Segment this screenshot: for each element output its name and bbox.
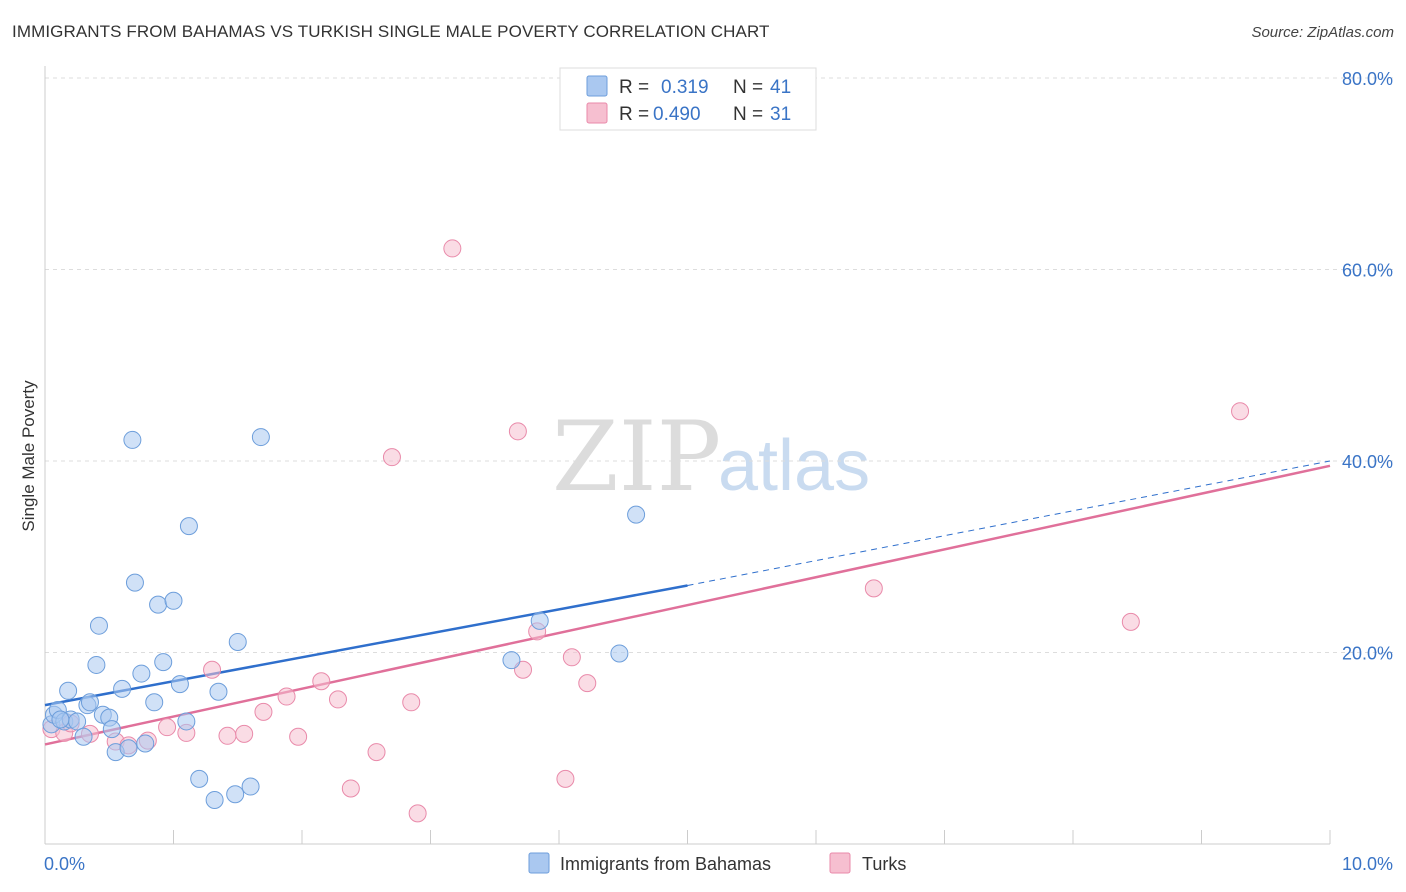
bahamas-point xyxy=(136,734,155,753)
bahamas-point xyxy=(102,720,121,739)
y-tick-label-40: 40.0% xyxy=(1342,452,1393,472)
trendline-bahamas xyxy=(44,584,688,707)
legend-n-value-2: 31 xyxy=(770,104,791,125)
turks-points xyxy=(42,239,1250,823)
trendline-turks xyxy=(44,464,1331,746)
bahamas-point xyxy=(530,611,549,630)
bahamas-point xyxy=(145,693,164,712)
bahamas-point xyxy=(226,785,245,804)
stats-legend: R = 0.319 N = 41 R = 0.490 N = 31 xyxy=(559,67,817,131)
series-legend-turks: Turks xyxy=(862,854,906,874)
turks-point xyxy=(218,726,237,745)
bahamas-point xyxy=(89,616,108,635)
x-tick-label-min: 0.0% xyxy=(44,854,85,874)
bahamas-point xyxy=(177,712,196,731)
turks-point xyxy=(158,718,177,737)
bahamas-point xyxy=(123,430,142,449)
turks-point xyxy=(312,672,331,691)
series-legend-bahamas: Immigrants from Bahamas xyxy=(560,854,771,874)
gridlines xyxy=(45,77,1393,653)
bahamas-point xyxy=(80,693,99,712)
chart-title: IMMIGRANTS FROM BAHAMAS VS TURKISH SINGL… xyxy=(12,22,770,41)
y-tick-label-60: 60.0% xyxy=(1342,261,1393,281)
bahamas-point xyxy=(190,769,209,788)
turks-point xyxy=(443,239,462,258)
turks-point xyxy=(562,648,581,667)
bahamas-point xyxy=(59,681,78,700)
bahamas-point xyxy=(87,655,106,674)
bahamas-point xyxy=(51,710,70,729)
bahamas-point xyxy=(132,664,151,683)
turks-point xyxy=(254,702,273,721)
legend-n-label-1: N = xyxy=(733,77,763,98)
bahamas-point xyxy=(241,777,260,796)
legend-swatch-blue xyxy=(586,75,608,97)
turks-point xyxy=(277,687,296,706)
y-tick-label-80: 80.0% xyxy=(1342,69,1393,89)
bahamas-point xyxy=(228,632,247,651)
trendlines xyxy=(44,460,1331,746)
bahamas-point xyxy=(205,790,224,809)
turks-point xyxy=(578,674,597,693)
series-legend-swatch-blue xyxy=(528,852,550,874)
x-tick-label-max: 10.0% xyxy=(1342,854,1393,874)
bahamas-point xyxy=(154,653,173,672)
bahamas-point xyxy=(502,651,521,670)
axes xyxy=(44,66,1331,845)
bahamas-point xyxy=(149,595,168,614)
watermark: ZIP atlas xyxy=(552,401,870,513)
legend-r-value-1: 0.319 xyxy=(661,77,709,98)
turks-point xyxy=(235,724,254,743)
bahamas-point xyxy=(251,428,270,447)
turks-point xyxy=(367,743,386,762)
bahamas-point xyxy=(68,712,87,731)
bahamas-point xyxy=(627,505,646,524)
bahamas-point xyxy=(170,675,189,694)
watermark-zip: ZIP xyxy=(552,401,721,513)
turks-point xyxy=(508,422,527,441)
bahamas-point xyxy=(610,644,629,663)
turks-point xyxy=(382,448,401,467)
legend-r-value-2: 0.490 xyxy=(653,104,701,125)
legend-r-label-1: R = xyxy=(619,77,649,98)
legend-swatch-pink xyxy=(586,102,608,124)
bahamas-points xyxy=(42,428,646,809)
series-legend-swatch-pink xyxy=(829,852,851,874)
turks-point xyxy=(1231,402,1250,421)
bahamas-point xyxy=(164,591,183,610)
bahamas-point xyxy=(179,517,198,536)
bahamas-point xyxy=(209,682,228,701)
turks-point xyxy=(514,660,533,679)
watermark-atlas: atlas xyxy=(718,426,870,506)
y-tick-label-20: 20.0% xyxy=(1342,644,1393,664)
turks-point xyxy=(556,769,575,788)
legend-r-label-2: R = xyxy=(619,104,649,125)
bahamas-point xyxy=(125,573,144,592)
bahamas-point xyxy=(119,739,138,758)
legend-n-value-1: 41 xyxy=(770,77,791,98)
y-tick-labels: 20.0% 40.0% 60.0% 80.0% xyxy=(1342,69,1393,664)
series-legend: Immigrants from Bahamas Turks xyxy=(528,852,906,874)
turks-point xyxy=(864,579,883,598)
bahamas-point xyxy=(74,727,93,746)
turks-point xyxy=(203,660,222,679)
turks-point xyxy=(341,779,360,798)
turks-point xyxy=(289,727,308,746)
bahamas-point xyxy=(113,679,132,698)
turks-point xyxy=(1121,612,1140,631)
turks-point xyxy=(402,693,421,712)
y-axis-label: Single Male Poverty xyxy=(19,380,38,532)
turks-point xyxy=(408,804,427,823)
source-label: Source: ZipAtlas.com xyxy=(1251,24,1394,41)
legend-n-label-2: N = xyxy=(733,104,763,125)
turks-point xyxy=(328,690,347,709)
